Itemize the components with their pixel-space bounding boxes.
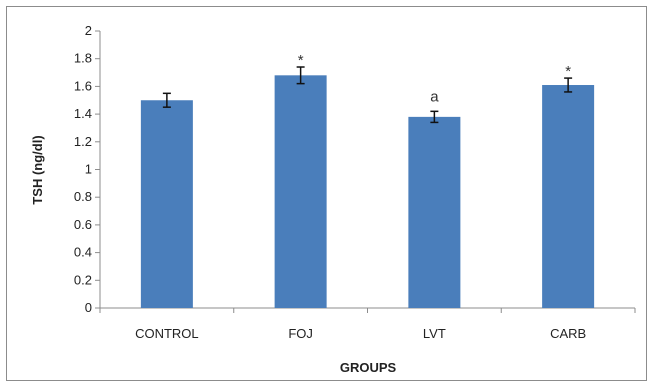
- y-tick-label: 1.6: [74, 78, 92, 93]
- bar-lvt: [408, 116, 461, 309]
- significance-marker: *: [565, 63, 571, 80]
- x-axis-title: GROUPS: [340, 360, 397, 375]
- y-tick-label: 0.4: [74, 245, 92, 260]
- y-tick-label: 0.6: [74, 217, 92, 232]
- y-axis: 0 0.2 0.4 0.6 0.8 1 1.2 1.4 1.6 1.8 2: [74, 23, 101, 315]
- x-axis: CONTROL FOJ LVT CARB: [99, 307, 636, 341]
- bar-control: [140, 100, 193, 308]
- y-tick-label: 1: [85, 162, 92, 177]
- y-tick-label: 2: [85, 23, 92, 38]
- bar-carb: [542, 85, 595, 308]
- y-tick-label: 1.8: [74, 51, 92, 66]
- bar-foj: [274, 75, 327, 308]
- x-tick-label: LVT: [423, 326, 446, 341]
- bars: * a *: [140, 52, 595, 309]
- significance-marker: a: [430, 88, 439, 105]
- x-tick-label: FOJ: [288, 326, 313, 341]
- y-tick-label: 0.8: [74, 189, 92, 204]
- x-tick-label: CARB: [550, 326, 586, 341]
- x-tick-label: CONTROL: [135, 326, 199, 341]
- y-tick-label: 1.2: [74, 134, 92, 149]
- significance-marker: *: [298, 52, 304, 69]
- y-tick-label: 0: [85, 300, 92, 315]
- y-axis-title: TSH (ng/dl): [30, 135, 45, 204]
- y-tick-label: 0.2: [74, 272, 92, 287]
- y-tick-label: 1.4: [74, 106, 92, 121]
